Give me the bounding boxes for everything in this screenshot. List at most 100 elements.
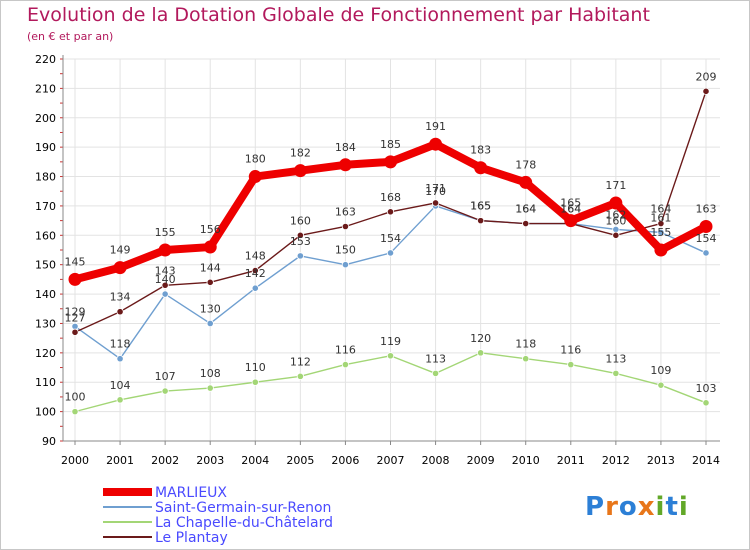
data-label: 164 <box>560 203 581 216</box>
data-point <box>116 396 124 404</box>
data-label: 110 <box>245 361 266 374</box>
data-label: 113 <box>605 352 626 365</box>
data-point <box>293 164 307 178</box>
data-point <box>384 155 397 169</box>
data-point <box>158 243 172 257</box>
data-point <box>657 381 665 389</box>
data-label: 164 <box>515 203 536 216</box>
data-point <box>161 281 169 289</box>
y-tick-label: 120 <box>35 347 56 360</box>
data-point <box>431 199 440 207</box>
data-point <box>386 352 395 360</box>
data-label: 171 <box>425 182 446 195</box>
data-point <box>116 308 124 316</box>
data-label: 150 <box>335 244 356 257</box>
data-point <box>161 387 169 395</box>
y-tick-label: 90 <box>42 435 56 448</box>
data-label: 171 <box>605 179 626 192</box>
data-point <box>702 249 710 257</box>
legend-label: MARLIEUX <box>155 485 227 501</box>
x-tick-label: 2012 <box>602 454 630 467</box>
data-label: 155 <box>155 226 176 239</box>
data-label: 119 <box>380 335 401 348</box>
logo-letter: P <box>585 492 606 522</box>
data-label: 160 <box>605 214 626 227</box>
data-label: 178 <box>515 158 536 171</box>
proxiti-logo: Proxiti <box>585 492 689 522</box>
data-point <box>386 208 395 216</box>
data-label: 170 <box>425 185 446 198</box>
data-point <box>296 372 304 380</box>
logo-letter: t <box>665 492 679 522</box>
data-label: 108 <box>200 367 221 380</box>
data-point <box>522 219 530 228</box>
data-label: 154 <box>380 232 401 245</box>
data-label: 185 <box>380 138 401 151</box>
data-point <box>654 243 668 257</box>
data-point <box>612 231 620 239</box>
data-point <box>386 249 395 257</box>
x-tick-label: 2002 <box>151 454 179 467</box>
x-tick-label: 2007 <box>377 454 405 467</box>
data-label: 103 <box>696 382 717 395</box>
data-point <box>206 278 214 286</box>
data-label: 160 <box>290 214 311 227</box>
data-label: 164 <box>515 203 536 216</box>
data-label: 164 <box>560 203 581 216</box>
y-axis-ticks: 90 100 110 120 130 140 150 160 170 180 190 200 210 22… <box>35 53 56 448</box>
x-tick-label: 2014 <box>692 454 720 467</box>
data-label: 145 <box>65 255 86 268</box>
data-point <box>699 219 713 233</box>
data-label: 164 <box>650 203 671 216</box>
data-label: 104 <box>110 379 131 392</box>
data-label: 118 <box>110 338 131 351</box>
data-label: 148 <box>245 250 266 263</box>
x-axis-ticks: 2000 2001 2002 2003 2004 2005 2006 2007 2008 2009… <box>61 454 720 467</box>
data-point <box>251 266 259 275</box>
data-point <box>116 355 124 363</box>
data-point <box>519 175 533 189</box>
data-label: 129 <box>65 305 86 318</box>
data-label: 127 <box>65 311 86 324</box>
x-tick-label: 2013 <box>647 454 675 467</box>
data-label: 165 <box>470 200 491 213</box>
data-label: 165 <box>560 197 581 210</box>
y-tick-label: 190 <box>35 141 56 154</box>
data-point <box>206 319 214 328</box>
data-label: 156 <box>200 223 221 236</box>
x-tick-label: 2010 <box>512 454 540 467</box>
axes <box>60 55 720 445</box>
data-label: 134 <box>110 291 131 304</box>
data-label: 113 <box>425 352 446 365</box>
data-point <box>113 261 127 275</box>
y-tick-label: 100 <box>35 406 56 419</box>
data-point <box>657 219 665 228</box>
logo-letter: r <box>605 492 619 522</box>
data-label: 162 <box>605 208 626 221</box>
data-label: 165 <box>470 200 491 213</box>
data-point <box>474 161 488 175</box>
data-point <box>564 214 578 228</box>
data-label: 144 <box>200 261 221 274</box>
data-label: 182 <box>290 147 311 160</box>
data-point <box>203 240 217 254</box>
data-point <box>251 378 259 386</box>
data-label: 180 <box>245 153 266 166</box>
y-tick-label: 170 <box>35 200 56 213</box>
logo-letter: i <box>655 492 666 522</box>
data-label: 184 <box>335 141 356 154</box>
data-label: 116 <box>560 344 581 357</box>
y-tick-label: 210 <box>35 82 56 95</box>
data-label: 163 <box>335 205 356 218</box>
data-point <box>71 328 79 336</box>
data-label: 142 <box>245 267 266 280</box>
data-point <box>341 360 350 369</box>
x-tick-label: 2004 <box>241 454 269 467</box>
data-point <box>567 360 575 369</box>
y-tick-label: 110 <box>35 376 56 389</box>
data-point <box>206 384 214 392</box>
data-point <box>657 228 665 236</box>
data-label: 168 <box>380 191 401 204</box>
